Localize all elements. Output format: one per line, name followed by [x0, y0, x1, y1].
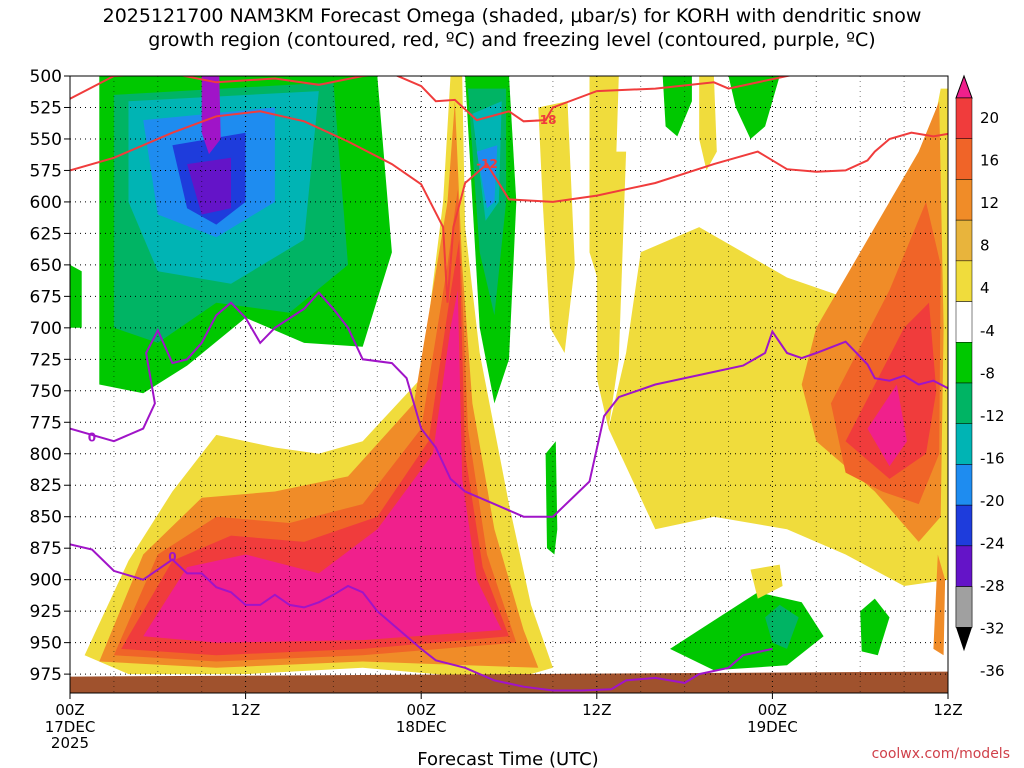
colorbar-swatch	[955, 138, 973, 180]
chart-title-line1: 2025121700 NAM3KM Forecast Omega (shaded…	[102, 5, 922, 27]
colorbar-label: 12	[980, 194, 999, 212]
colorbar-swatch	[955, 97, 973, 139]
dendritic-contour-1-label: -12	[476, 157, 498, 171]
x-tick-label: 12Z	[582, 701, 611, 719]
omega-region-33	[933, 554, 946, 656]
y-tick-label: 625	[30, 224, 62, 244]
y-tick-label: 500	[30, 67, 62, 87]
y-tick-label: 975	[30, 665, 62, 685]
colorbar-swatch	[955, 423, 973, 465]
colorbar: 20 16 12 8 4 -4 -8 -12 -16 -20 -24 -28 -32 -36	[955, 74, 1005, 680]
dendritic-contour-1	[70, 110, 948, 303]
y-tick-label: 575	[30, 161, 62, 181]
colorbar-swatch	[955, 219, 973, 262]
colorbar-label: -32	[980, 620, 1005, 638]
colorbar-label: -24	[980, 535, 1005, 553]
plot-frame	[69, 75, 949, 694]
colorbar-label: -16	[980, 449, 1005, 467]
omega-region-32	[750, 564, 783, 599]
omega-region-23	[538, 101, 575, 353]
colorbar-swatch	[955, 260, 973, 302]
dendritic-contour-0	[70, 76, 793, 123]
freezing-contour-0	[70, 291, 948, 518]
x-tick-date: 19DEC	[747, 718, 798, 736]
y-tick-label: 675	[30, 287, 62, 307]
colorbar-label: -8	[980, 364, 995, 382]
y-tick-label: 875	[30, 539, 62, 559]
y-tick-label: 650	[30, 256, 62, 276]
omega-region-12	[728, 76, 780, 139]
omega-region-31	[867, 384, 907, 467]
colorbar-label: -20	[980, 492, 1005, 510]
y-tick-label: 700	[30, 319, 62, 339]
colorbar-label: 20	[980, 109, 999, 127]
x-tick-label: 12Z	[231, 701, 260, 719]
colorbar-swatch	[955, 382, 973, 424]
colorbar-label: -36	[980, 662, 1005, 680]
freezing-contour-1-label: 0	[168, 550, 176, 564]
colorbar-swatch	[955, 301, 973, 343]
axes: 500 525 550 575 600 625 650 675 700 725 750 775 800 8…	[30, 67, 963, 752]
x-tick-label: 12Z	[933, 701, 962, 719]
colorbar-swatch	[955, 464, 973, 506]
y-tick-label: 775	[30, 413, 62, 433]
omega-region-16	[765, 604, 799, 649]
colorbar-label: 8	[980, 237, 990, 255]
x-tick-label: 00Z	[407, 701, 436, 719]
y-tick-label: 600	[30, 193, 62, 213]
y-tick-label: 950	[30, 634, 62, 654]
terrain-ground	[70, 671, 948, 693]
colorbar-swatch	[955, 342, 973, 384]
y-tick-label: 525	[30, 98, 62, 118]
colorbar-label: 4	[980, 279, 990, 297]
colorbar-swatch	[955, 504, 973, 547]
colorbar-label: -28	[980, 577, 1005, 595]
y-tick-label: 850	[30, 508, 62, 528]
omega-region-26	[699, 76, 717, 171]
omega-region-15	[670, 592, 824, 671]
colorbar-swatch	[955, 586, 973, 628]
colorbar-top-arrow	[955, 74, 973, 99]
chart-title: 2025121700 NAM3KM Forecast Omega (shaded…	[0, 4, 1024, 52]
y-tick-label: 900	[30, 571, 62, 591]
chart-title-line2: growth region (contoured, red, ºC) and f…	[148, 29, 876, 51]
colorbar-bottom-arrow	[956, 627, 972, 652]
omega-region-14	[545, 441, 558, 555]
dendritic-contour-0-label: -18	[535, 113, 557, 127]
x-tick-label: 00Z	[758, 701, 787, 719]
x-axis-label: Forecast Time (UTC)	[417, 749, 598, 768]
x-tick-year: 2025	[51, 734, 89, 752]
plot-area: -18 -12 0 0	[70, 76, 948, 693]
omega-region-17	[860, 598, 890, 656]
omega-region-5	[187, 157, 231, 215]
omega-region-22	[143, 290, 502, 643]
y-tick-label: 750	[30, 382, 62, 402]
colorbar-swatch	[955, 545, 973, 587]
colorbar-label: 16	[980, 152, 999, 170]
omega-region-10	[476, 145, 498, 209]
omega-region-6	[201, 76, 221, 155]
omega-region-25	[596, 151, 627, 429]
freezing-contour-0-label: 0	[88, 430, 96, 444]
colorbar-label: -12	[980, 407, 1005, 425]
credit-text: coolwx.com/models	[871, 746, 1010, 762]
x-tick-label: 00Z	[55, 701, 84, 719]
y-tick-label: 925	[30, 602, 62, 622]
y-tick-label: 725	[30, 350, 62, 370]
freezing-contour-1	[70, 543, 773, 692]
x-tick-date: 17DEC	[45, 718, 96, 736]
colorbar-swatch	[955, 179, 973, 221]
x-tick-date: 18DEC	[396, 718, 447, 736]
y-tick-label: 550	[30, 130, 62, 150]
y-tick-label: 825	[30, 476, 62, 496]
colorbar-label: -4	[980, 322, 995, 340]
y-tick-label: 800	[30, 445, 62, 465]
